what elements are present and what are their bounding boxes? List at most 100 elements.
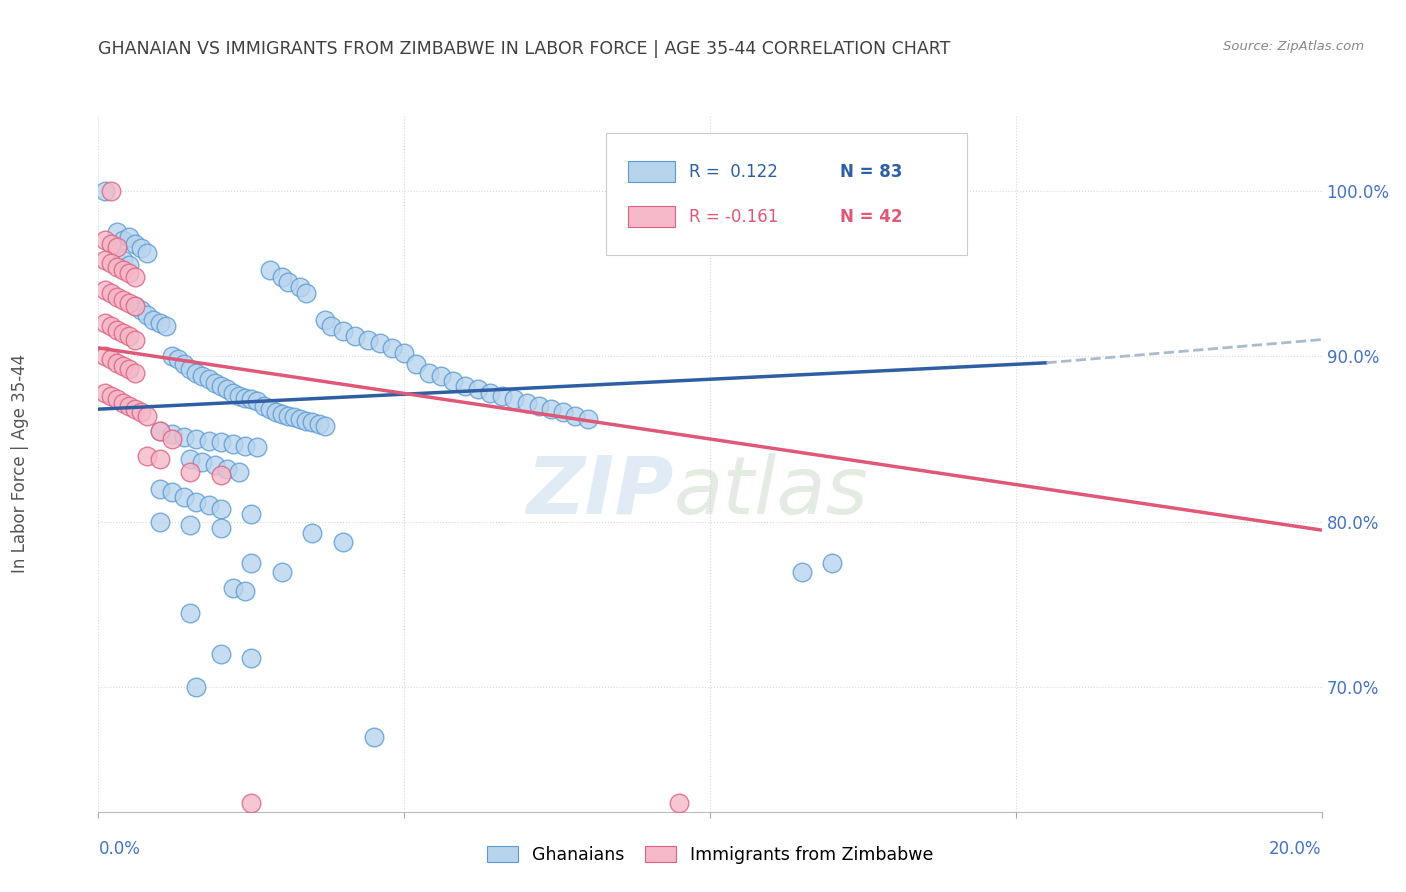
Point <box>467 382 489 396</box>
Point <box>197 372 219 386</box>
Point <box>93 349 115 363</box>
Point <box>124 333 146 347</box>
Point <box>111 395 134 409</box>
Text: ZIP: ZIP <box>526 452 673 531</box>
Point <box>503 392 526 407</box>
Point <box>118 362 141 376</box>
Point <box>186 432 208 446</box>
Point <box>527 399 550 413</box>
Point <box>233 439 256 453</box>
Point <box>240 507 263 521</box>
Point <box>105 392 128 407</box>
Point <box>381 341 404 355</box>
Point <box>283 410 305 425</box>
Point <box>105 225 128 239</box>
Point <box>93 385 115 400</box>
Point <box>179 451 201 466</box>
Point <box>105 240 128 254</box>
Point <box>491 389 513 403</box>
Point <box>576 412 599 426</box>
Point <box>173 358 195 372</box>
Point <box>142 312 165 326</box>
Text: R =  0.122: R = 0.122 <box>689 162 778 180</box>
Point <box>209 501 232 516</box>
Point <box>540 402 562 417</box>
Point <box>160 349 183 363</box>
Point <box>100 256 122 270</box>
Point <box>332 324 354 338</box>
Point <box>124 300 146 314</box>
Point <box>149 424 172 438</box>
Point <box>233 584 256 599</box>
Point <box>290 279 312 293</box>
Point <box>111 263 134 277</box>
Point <box>790 565 813 579</box>
Point <box>215 382 238 396</box>
Point <box>301 526 323 541</box>
Point <box>454 379 477 393</box>
Text: 20.0%: 20.0% <box>1270 839 1322 857</box>
Point <box>118 258 141 272</box>
Text: atlas: atlas <box>673 452 868 531</box>
Point <box>105 356 128 370</box>
Point <box>149 424 172 438</box>
Point <box>124 300 146 314</box>
Point <box>111 253 134 268</box>
Point <box>240 797 263 811</box>
Point <box>209 379 232 393</box>
Point <box>111 326 134 340</box>
Point <box>240 392 263 407</box>
Point <box>111 293 134 307</box>
Point <box>209 521 232 535</box>
Point <box>105 260 128 274</box>
Point <box>259 402 281 417</box>
Point <box>118 266 141 280</box>
Point <box>93 253 115 268</box>
Point <box>136 449 159 463</box>
Point <box>228 465 250 479</box>
Point <box>136 409 159 423</box>
Point <box>233 391 256 405</box>
Text: N = 42: N = 42 <box>839 208 903 226</box>
Point <box>222 437 245 451</box>
Point <box>222 385 245 400</box>
Point <box>332 534 354 549</box>
Point <box>111 359 134 373</box>
Text: R = -0.161: R = -0.161 <box>689 208 779 226</box>
Point <box>149 451 172 466</box>
Point <box>392 346 416 360</box>
Point <box>553 405 575 419</box>
Point <box>209 648 232 662</box>
Point <box>100 184 122 198</box>
Point <box>319 319 342 334</box>
Text: GHANAIAN VS IMMIGRANTS FROM ZIMBABWE IN LABOR FORCE | AGE 35-44 CORRELATION CHAR: GHANAIAN VS IMMIGRANTS FROM ZIMBABWE IN … <box>98 40 950 58</box>
Point <box>129 405 152 419</box>
Point <box>197 498 219 512</box>
Point <box>295 414 318 428</box>
Text: Source: ZipAtlas.com: Source: ZipAtlas.com <box>1223 40 1364 54</box>
Point <box>270 565 292 579</box>
Point <box>149 316 172 330</box>
Point <box>149 482 172 496</box>
Point <box>100 286 122 301</box>
Bar <box>628 206 675 227</box>
Point <box>191 455 214 469</box>
Point <box>124 269 146 284</box>
FancyBboxPatch shape <box>606 133 967 255</box>
Point <box>314 418 336 433</box>
Point <box>270 269 292 284</box>
Point <box>259 263 281 277</box>
Point <box>308 417 330 431</box>
Point <box>136 246 159 260</box>
Point <box>118 399 141 413</box>
Point <box>155 319 177 334</box>
Point <box>368 335 391 350</box>
Point <box>301 416 323 430</box>
Point <box>405 358 427 372</box>
Text: 0.0%: 0.0% <box>98 839 141 857</box>
Point <box>290 412 312 426</box>
Point <box>105 323 128 337</box>
Point <box>564 409 586 423</box>
Point <box>264 405 287 419</box>
Point <box>240 556 263 570</box>
